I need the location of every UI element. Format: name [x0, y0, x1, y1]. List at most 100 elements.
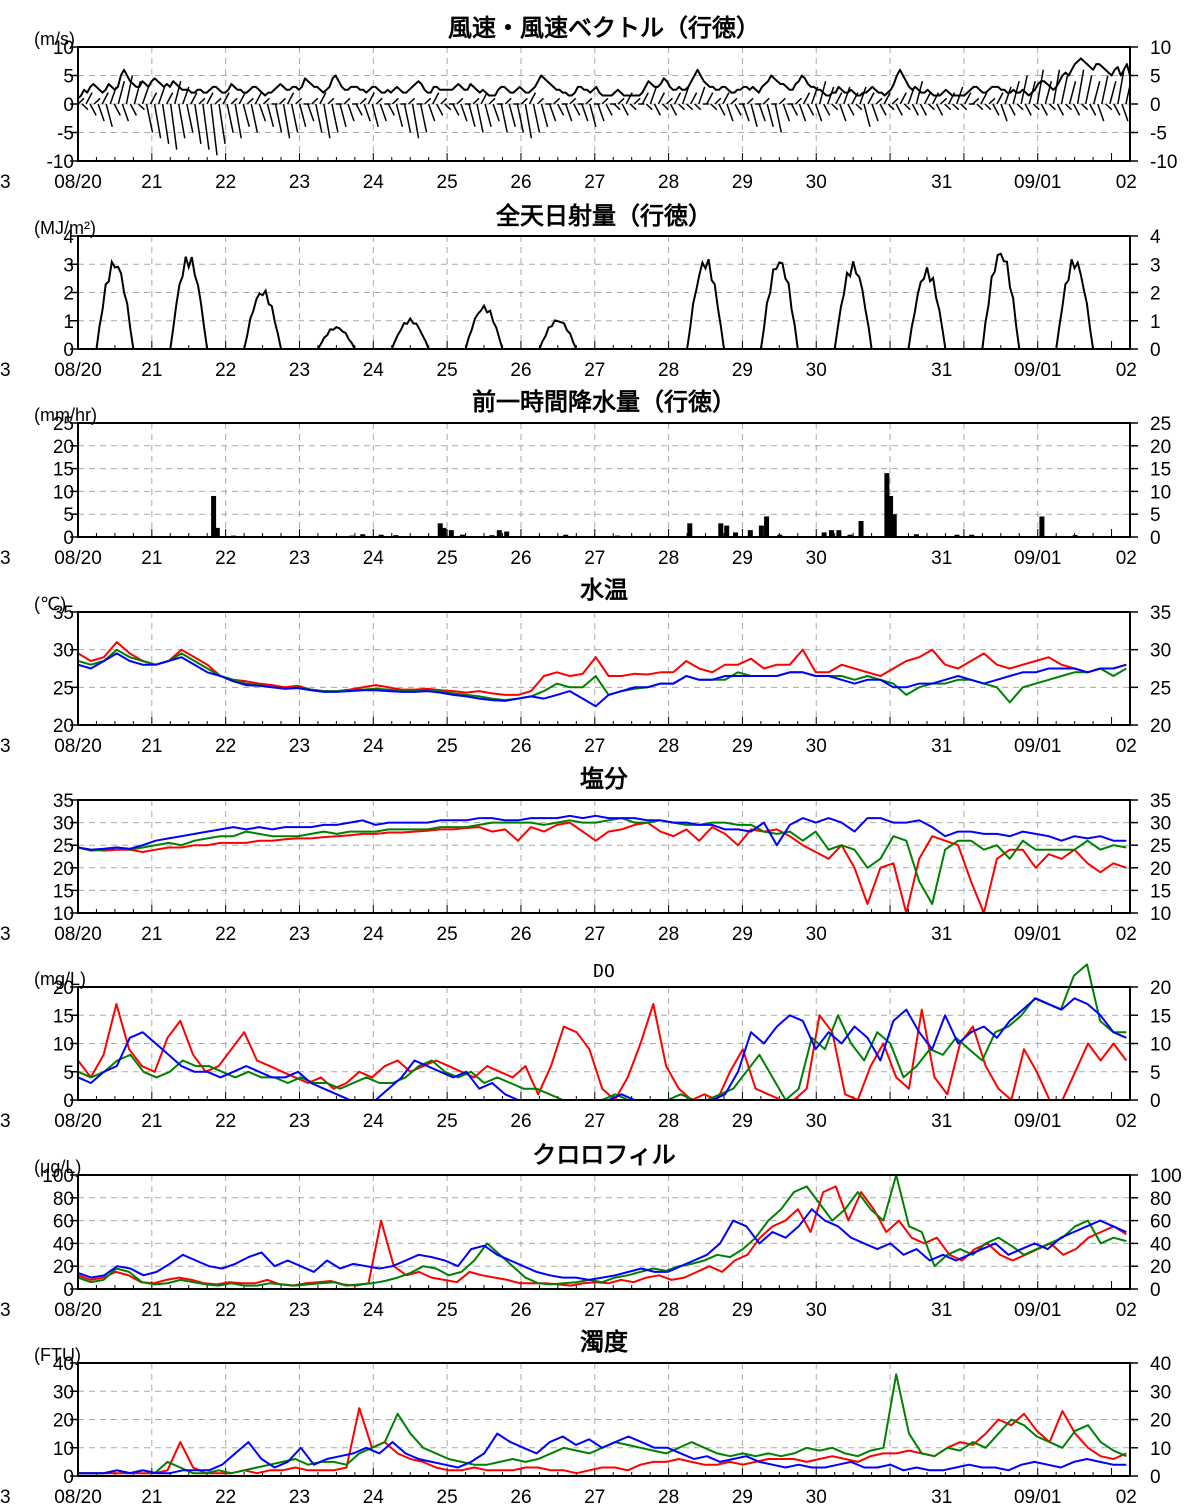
- unit-label: (mm/hr): [34, 405, 97, 425]
- rain-bar: [969, 534, 975, 537]
- unit-label: (μg/L): [34, 1157, 81, 1177]
- wind-vector-stick: [1024, 103, 1032, 116]
- wind-vector-stick: [105, 103, 113, 127]
- y-tick-label-right: 80: [1150, 1189, 1171, 1210]
- wind-vector-stick: [649, 86, 658, 105]
- y-tick-label-left: 0: [63, 340, 74, 361]
- x-tick-label: 31: [931, 548, 952, 569]
- x-tick-label: 23: [289, 924, 310, 945]
- wind-vector-stick: [694, 103, 702, 111]
- wind-vector-stick: [121, 103, 130, 122]
- x-tick-label: 26: [510, 548, 531, 569]
- wind-vector-stick: [395, 103, 404, 127]
- wind-vector-stick: [472, 97, 480, 105]
- series-line-1: [78, 1174, 1127, 1287]
- wind-vector-stick: [97, 103, 105, 122]
- wind-vector-stick: [859, 86, 867, 105]
- wind-vector-stick: [101, 92, 109, 105]
- x-tick-label: 23: [289, 1300, 310, 1321]
- wind-vector-stick: [798, 103, 807, 122]
- series-line-2: [78, 652, 1127, 708]
- wind-vector-stick: [960, 103, 968, 111]
- wind-vector-stick: [536, 97, 545, 105]
- x-tick-label: 09/01: [1014, 1111, 1062, 1132]
- wind-vector-stick: [944, 103, 952, 111]
- wind-vector-stick: [250, 103, 259, 133]
- x-tick-label: 31: [931, 924, 952, 945]
- wind-vector-stick: [553, 97, 561, 105]
- wind-vector-stick: [714, 97, 722, 105]
- x-tick-label: 22: [215, 1487, 236, 1508]
- wind-vector-stick: [1028, 81, 1036, 105]
- x-tick-label: 27: [584, 736, 605, 757]
- data-layer: [78, 814, 1127, 913]
- wind-vector-stick: [746, 97, 754, 105]
- wind-vector-stick: [601, 97, 609, 105]
- wind-vector-stick: [758, 103, 766, 122]
- x-tick-label: 08/20: [54, 924, 102, 945]
- wind-vector-stick: [347, 103, 355, 122]
- wind-vector-stick: [359, 97, 367, 105]
- rain-bar: [884, 473, 890, 537]
- x-tick-label: 08/20: [54, 1487, 102, 1508]
- wind-vector-stick: [903, 103, 911, 111]
- wind-vector-stick: [307, 103, 315, 122]
- wind-vector-stick: [230, 97, 238, 105]
- wind-vector-stick: [85, 92, 93, 105]
- rain-bar: [913, 534, 919, 537]
- wind-vector-stick: [190, 92, 198, 105]
- x-tick-label: 31: [931, 1300, 952, 1321]
- x-tick-label: 29: [732, 736, 753, 757]
- wind-vector-stick: [1068, 81, 1077, 105]
- y-tick-label-right: 0: [1150, 340, 1161, 361]
- x-tick-label: 30: [806, 924, 827, 945]
- wind-vector-stick: [516, 103, 525, 133]
- wind-vector-stick: [843, 86, 851, 105]
- wind-vector-stick: [532, 103, 541, 133]
- wind-vector-stick: [254, 92, 263, 105]
- wind-vector-stick: [202, 103, 210, 150]
- x-tick-label: 25: [437, 172, 458, 193]
- y-tick-label-left: 0: [63, 1467, 74, 1488]
- y-tick-label-left: 10: [53, 1439, 74, 1460]
- x-tick-label: 26: [510, 1300, 531, 1321]
- wind-vector-stick: [883, 92, 891, 105]
- wind-vector-stick: [895, 103, 903, 116]
- x-tick-label: 24: [363, 924, 385, 945]
- wind-vector-stick: [460, 103, 468, 122]
- wind-vector-stick: [226, 103, 234, 133]
- wind-vector-stick: [1012, 81, 1020, 105]
- rain-bar: [437, 523, 443, 537]
- wind-vector-stick: [673, 92, 682, 105]
- series-line-1: [78, 963, 1127, 1100]
- wind-vector-stick: [806, 103, 815, 116]
- y-tick-label-left: 2: [63, 284, 74, 305]
- wind-vector-stick: [964, 92, 972, 105]
- x-tick-label: 27: [584, 924, 605, 945]
- y-tick-label-right: 0: [1150, 95, 1161, 116]
- wind-vector-stick: [476, 103, 484, 133]
- wind-vector-stick: [947, 92, 956, 105]
- x-tick-label: 22: [215, 1300, 236, 1321]
- y-tick-label-right: 20: [1150, 859, 1171, 880]
- plot-frame: [77, 986, 1131, 1101]
- wind-vector-stick: [343, 97, 351, 105]
- wind-vector-stick: [166, 92, 174, 105]
- y-tick-label-right: 25: [1150, 678, 1171, 699]
- y-tick-label-right: 5: [1150, 67, 1161, 88]
- wind-vector-stick: [653, 103, 662, 116]
- wind-vector-stick: [855, 103, 863, 111]
- x-tick-label: 29: [732, 172, 753, 193]
- wind-vector-stick: [186, 103, 194, 133]
- wind-vector-stick: [1016, 103, 1024, 111]
- wind-vector-stick: [621, 103, 629, 116]
- plot-frame: [77, 799, 1131, 914]
- x-tick-label: 08/20: [54, 172, 102, 193]
- wind-vector-stick: [295, 97, 303, 105]
- x-tick-label: 02: [1116, 172, 1137, 193]
- x-tick-label: 08/20: [54, 1111, 102, 1132]
- grid: [78, 236, 1130, 349]
- y-tick-label-left: 25: [53, 836, 74, 857]
